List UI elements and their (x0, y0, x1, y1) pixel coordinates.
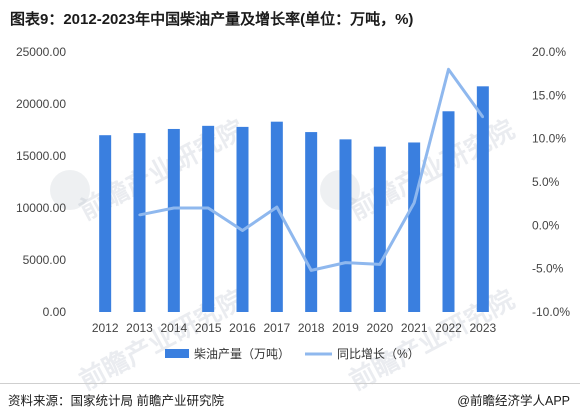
right-tick-label: 20.0% (532, 45, 566, 59)
bar-2023 (476, 86, 489, 312)
legend: 柴油产量（万吨） 同比增长（%） (165, 347, 420, 361)
legend-label-bar: 柴油产量（万吨） (194, 347, 290, 361)
source-note: 资料来源：国家统计局 前瞻产业研究院 (8, 394, 224, 408)
chart-canvas: 0.00 5000.00 10000.00 15000.00 20000.00 25000… (16, 45, 570, 361)
bar-series (99, 86, 489, 313)
right-tick-label: 5.0% (532, 175, 560, 189)
growth-point (344, 261, 347, 264)
right-tick-label: 15.0% (532, 88, 566, 102)
bar-2015 (202, 125, 215, 312)
bar-2022 (442, 111, 455, 312)
footer: 资料来源：国家统计局 前瞻产业研究院 @前瞻经济学人APP (0, 383, 580, 416)
left-tick-label: 0.00 (43, 305, 67, 319)
x-tick-label: 2021 (401, 321, 428, 335)
growth-point (309, 269, 313, 272)
bar-2020 (373, 146, 386, 312)
bar-2021 (408, 142, 421, 312)
x-tick-label: 2022 (435, 321, 462, 335)
line-series (138, 67, 485, 272)
bar-2014 (167, 128, 180, 312)
growth-point (481, 115, 485, 119)
x-tick-label: 2017 (263, 321, 290, 335)
x-tick-label: 2012 (92, 321, 119, 335)
growth-point (378, 263, 382, 266)
brand-credit: @前瞻经济学人APP (457, 394, 570, 408)
left-tick-label: 15000.00 (16, 149, 66, 163)
x-tick-label: 2013 (126, 321, 153, 335)
growth-point (241, 229, 244, 232)
left-tick-label: 25000.00 (16, 45, 66, 59)
bar-2016 (236, 126, 249, 312)
right-tick-label: 0.0% (532, 218, 560, 232)
bar-2013 (133, 133, 146, 312)
chart-title: 图表9：2012-2023年中国柴油产量及增长率(单位：万吨，%) (10, 11, 414, 28)
x-tick-label: 2014 (160, 321, 187, 335)
right-tick-label: -10.0% (532, 305, 570, 319)
x-tick-label: 2023 (469, 321, 496, 335)
growth-point (172, 206, 176, 210)
bar-2012 (99, 135, 112, 312)
left-tick-label: 5000.00 (23, 253, 67, 267)
growth-point (206, 206, 210, 210)
left-tick-label: 20000.00 (16, 97, 66, 111)
legend-swatch-bar (165, 349, 189, 358)
growth-point (412, 201, 416, 204)
bar-2019 (339, 139, 352, 312)
right-axis-ticks: -10.0% -5.0% 0.0% 5.0% 10.0% 15.0% 20.0% (532, 45, 570, 319)
x-tick-label: 2020 (366, 321, 393, 335)
bar-2018 (305, 132, 318, 312)
left-axis-ticks: 0.00 5000.00 10000.00 15000.00 20000.00 25000… (16, 45, 66, 319)
right-tick-label: 10.0% (532, 132, 566, 146)
bar-2017 (270, 121, 283, 313)
x-tick-label: 2018 (298, 321, 325, 335)
x-axis-ticks: 2012 2013 2014 2015 2016 2017 2018 2019 2020 2021… (92, 321, 497, 335)
growth-point (138, 213, 141, 217)
x-tick-label: 2019 (332, 321, 359, 335)
x-tick-label: 2015 (195, 321, 222, 335)
right-tick-label: -5.0% (532, 262, 564, 276)
left-tick-label: 10000.00 (16, 201, 66, 215)
legend-label-line: 同比增长（%） (337, 347, 420, 361)
x-tick-label: 2016 (229, 321, 256, 335)
growth-point (447, 68, 450, 71)
growth-point (275, 205, 279, 209)
